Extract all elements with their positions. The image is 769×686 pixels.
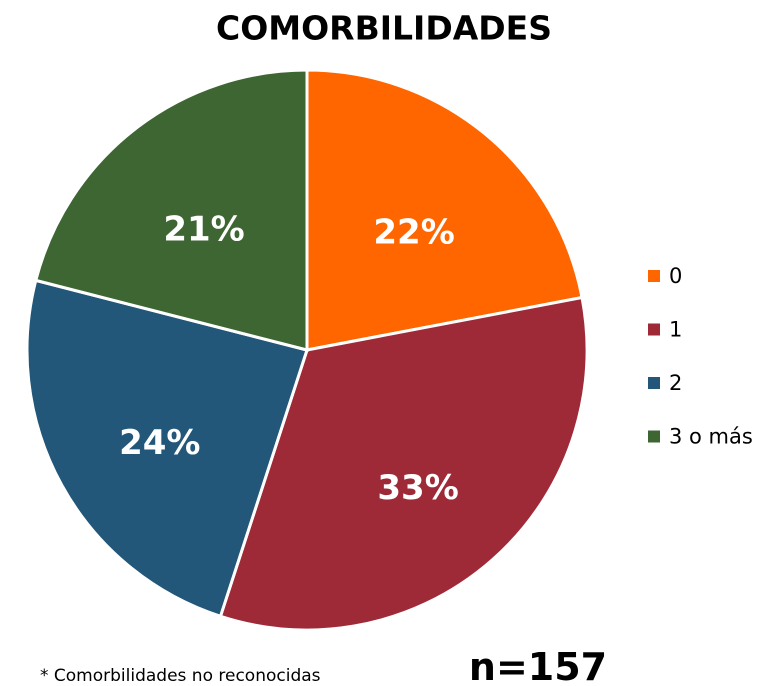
footnote: * Comorbilidades no reconocidas <box>40 666 321 686</box>
data-label: 24% <box>119 423 200 463</box>
annotation: n=157 <box>469 645 607 686</box>
pie-slice <box>218 295 589 632</box>
data-label: 22% <box>373 213 454 253</box>
legend-swatch <box>648 270 660 282</box>
legend-swatch <box>648 323 660 336</box>
legend-swatch <box>648 377 660 389</box>
data-label: 21% <box>163 209 244 249</box>
pie-slice <box>25 278 309 619</box>
legend-label: 2 <box>669 371 682 395</box>
legend-label: 1 <box>669 318 682 342</box>
legend-label: 3 o más <box>669 425 753 449</box>
legend-label: 0 <box>669 264 682 288</box>
data-label: 33% <box>377 468 458 508</box>
chart-title: COMORBILIDADES <box>216 9 552 48</box>
pie-slice <box>305 68 584 352</box>
legend-swatch <box>648 430 660 443</box>
pie-slice <box>33 68 309 352</box>
